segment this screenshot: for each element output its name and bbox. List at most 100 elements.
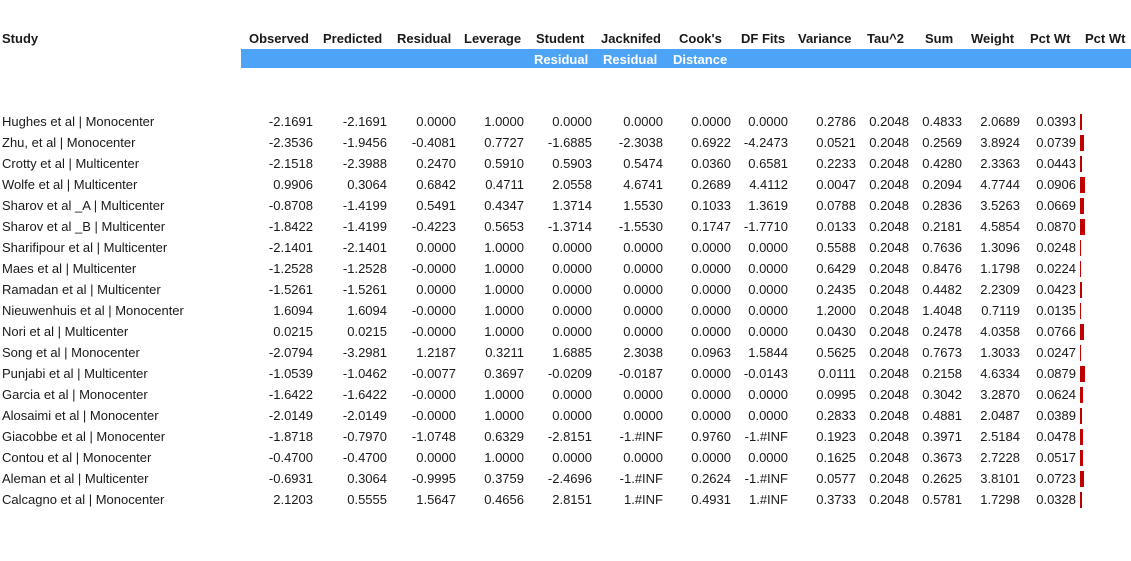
header-student: Student [536,31,585,46]
cell-variance: 0.2833 [816,408,856,423]
cell-variance: 0.1625 [816,450,856,465]
cell-jacknifed: 0.0000 [623,282,663,297]
table-row: Nieuwenhuis et al | Monocenter 1.6094 1.60… [0,301,1131,322]
cell-weight: 3.5263 [980,198,1020,213]
cell-weight: 1.7298 [980,492,1020,507]
pct-weight-bar [1080,450,1083,466]
cell-observed: -2.3536 [268,135,313,150]
cell-sum: 0.2625 [922,471,962,486]
header-residual: Residual [397,31,452,46]
cell-residual: 0.2470 [416,156,456,171]
cell-variance: 0.0047 [816,177,856,192]
cell-variance: 0.0430 [816,324,856,339]
cell-weight: 2.7228 [980,450,1020,465]
subheader-cooks: Distance [673,52,728,67]
pct-weight-bar [1080,471,1084,487]
cell-pctwt: 0.0870 [1036,219,1076,234]
cell-student: 1.3714 [552,198,592,213]
cell-residual: -0.0000 [411,324,456,339]
cell-cooks: 0.2624 [691,471,731,486]
cell-jacknifed: 0.0000 [623,324,663,339]
cell-student: 0.0000 [552,387,592,402]
cell-pctwt: 0.0517 [1036,450,1076,465]
cell-dffits: -0.0143 [743,366,788,381]
table-row: Ramadan et al | Multicenter -1.5261 -1.526… [0,280,1131,301]
cell-jacknifed: 4.6741 [623,177,663,192]
cell-variance: 0.1923 [816,429,856,444]
cell-leverage: 0.3697 [484,366,524,381]
cell-student: -1.3714 [547,219,592,234]
cell-jacknifed: 1.5530 [623,198,663,213]
pct-weight-bar [1080,240,1081,256]
cell-tau2: 0.2048 [869,198,909,213]
cell-pctwt: 0.0247 [1036,345,1076,360]
study-name: Punjabi et al | Multicenter [2,366,148,381]
study-name: Zhu, et al | Monocenter [2,135,136,150]
cell-leverage: 0.4347 [484,198,524,213]
cell-leverage: 0.3211 [485,345,524,360]
table-row: Wolfe et al | Multicenter 0.9906 0.3064 0.6… [0,175,1131,196]
table-row: Garcia et al | Monocenter -1.6422 -1.6422 -… [0,385,1131,406]
cell-predicted: 0.3064 [347,177,387,192]
cell-predicted: 1.6094 [347,303,387,318]
header-weight: Weight [971,31,1015,46]
cell-student: 2.8151 [552,492,592,507]
study-name: Hughes et al | Monocenter [2,114,155,129]
cell-sum: 0.2569 [922,135,962,150]
cell-tau2: 0.2048 [869,492,909,507]
cell-dffits: 1.3619 [748,198,788,213]
cell-jacknifed: 0.0000 [623,408,663,423]
cell-sum: 0.3673 [922,450,962,465]
cell-sum: 0.2158 [922,366,962,381]
cell-cooks: 0.4931 [691,492,731,507]
header-leverage: Leverage [464,31,522,46]
cell-dffits: 0.6581 [748,156,788,171]
cell-predicted: -2.1401 [342,240,387,255]
cell-cooks: 0.0000 [691,324,731,339]
cell-leverage: 1.0000 [484,387,524,402]
cell-weight: 1.1798 [980,261,1020,276]
table-row: Maes et al | Multicenter -1.2528 -1.2528 -0… [0,259,1131,280]
cell-tau2: 0.2048 [869,177,909,192]
cell-variance: 0.0521 [816,135,856,150]
cell-student: 0.0000 [552,240,592,255]
cell-student: 1.6885 [552,345,592,360]
study-name: Contou et al | Monocenter [2,450,152,465]
cell-residual: -0.0000 [411,387,456,402]
cell-tau2: 0.2048 [869,135,909,150]
cell-dffits: 0.0000 [748,303,788,318]
header-cooks: Cook's [679,31,722,46]
cell-tau2: 0.2048 [869,114,909,129]
cell-predicted: -1.6422 [342,387,387,402]
cell-student: 0.0000 [552,450,592,465]
cell-variance: 0.2435 [816,282,856,297]
study-name: Sharov et al _B | Multicenter [2,219,166,234]
pct-weight-bar [1080,135,1084,151]
cell-variance: 0.0788 [816,198,856,213]
cell-tau2: 0.2048 [869,282,909,297]
cell-cooks: 0.0963 [691,345,731,360]
cell-pctwt: 0.0478 [1036,429,1076,444]
header-variance: Variance [798,31,852,46]
cell-tau2: 0.2048 [869,240,909,255]
cell-weight: 2.3363 [980,156,1020,171]
cell-cooks: 0.6922 [691,135,731,150]
cell-pctwt: 0.0135 [1036,303,1076,318]
cell-variance: 0.3733 [816,492,856,507]
table-row: Sharov et al _A | Multicenter -0.8708 -1.4… [0,196,1131,217]
cell-sum: 0.5781 [922,492,962,507]
cell-observed: 0.0215 [273,324,313,339]
cell-pctwt: 0.0766 [1036,324,1076,339]
cell-tau2: 0.2048 [869,261,909,276]
table-row: Sharov et al _B | Multicenter -1.8422 -1.4… [0,217,1131,238]
table-row: Crotty et al | Multicenter -2.1518 -2.3988… [0,154,1131,175]
cell-jacknifed: 0.5474 [623,156,663,171]
header-observed: Observed [249,31,309,46]
cell-observed: -2.1518 [268,156,313,171]
cell-leverage: 1.0000 [484,261,524,276]
cell-tau2: 0.2048 [869,429,909,444]
table-row: Aleman et al | Multicenter -0.6931 0.3064 -… [0,469,1131,490]
cell-jacknifed: -0.0187 [618,366,663,381]
cell-weight: 4.0358 [980,324,1020,339]
pct-weight-bar [1080,492,1082,508]
